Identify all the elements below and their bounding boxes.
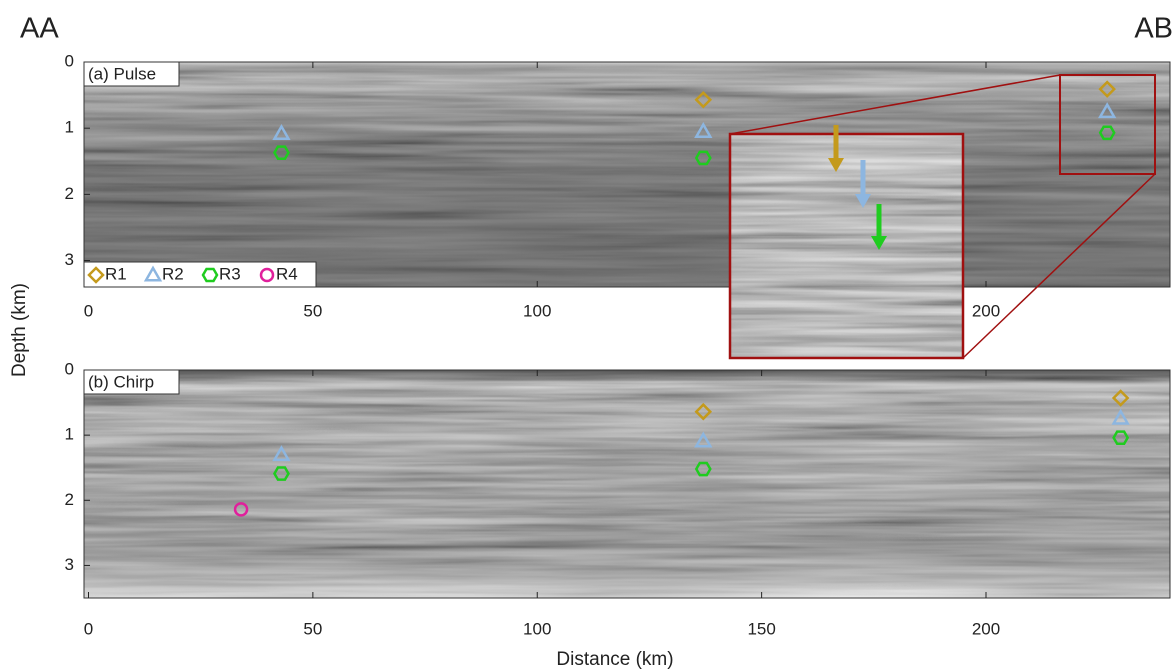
- x-tick-label: 50: [303, 619, 322, 638]
- marker: [694, 402, 713, 421]
- x-tick-label: 50: [303, 301, 322, 320]
- legend-box: [83, 261, 317, 288]
- marker: [272, 445, 291, 462]
- connector: [729, 74, 1061, 135]
- x-tick-label: 100: [523, 301, 551, 320]
- section-label: AB: [1134, 13, 1173, 45]
- legend-label: R3: [219, 264, 241, 283]
- zoom-inset: [728, 74, 1156, 360]
- marker: [1111, 389, 1130, 407]
- y-tick-label: 3: [65, 555, 74, 574]
- x-tick-label: 100: [523, 619, 551, 638]
- marker: [694, 90, 713, 109]
- connector: [962, 173, 1156, 359]
- x-tick-label: 200: [972, 619, 1000, 638]
- marker: [1098, 80, 1116, 98]
- zoom-box: [1059, 74, 1156, 175]
- y-axis-label: Depth (km): [9, 283, 30, 377]
- y-tick-label: 1: [65, 425, 74, 444]
- y-tick-label: 3: [65, 250, 74, 269]
- x-axis-label: Distance (km): [556, 649, 673, 670]
- inset-border: [728, 132, 965, 360]
- y-tick-label: 2: [65, 490, 74, 509]
- inset-texture: [730, 134, 963, 358]
- plot-frame: [83, 369, 1171, 599]
- marker: [233, 502, 249, 517]
- legend-marker: [259, 267, 275, 283]
- y-tick-label: 2: [65, 184, 74, 203]
- seismic-shade: [84, 370, 1170, 598]
- section-label: AA: [20, 13, 59, 45]
- legend-label: R1: [105, 264, 127, 283]
- x-tick-label: 0: [84, 619, 93, 638]
- marker: [1098, 102, 1117, 119]
- panel-label: (a) Pulse: [88, 64, 156, 83]
- x-tick-label: 0: [84, 301, 93, 320]
- panel: 0 1 2 3 0 50 100 150 200 (b) Chirp Distance (km): [65, 359, 1171, 670]
- marker: [694, 461, 712, 477]
- legend-marker: [87, 266, 105, 284]
- marker: [1098, 125, 1116, 141]
- marker: [694, 150, 712, 166]
- y-tick-label: 1: [65, 118, 74, 137]
- marker: [272, 123, 291, 140]
- plot-frame: [83, 61, 1171, 288]
- seismic-shade: [84, 62, 1170, 287]
- legend-label: R2: [162, 264, 184, 283]
- marker: [273, 145, 290, 160]
- marker: [273, 466, 290, 481]
- x-tick-label: 150: [747, 619, 775, 638]
- marker: [694, 431, 713, 448]
- panel-label: (b) Chirp: [88, 372, 154, 391]
- x-tick-label: 200: [972, 301, 1000, 320]
- y-tick-label: 0: [65, 51, 74, 70]
- legend-marker: [201, 267, 219, 283]
- panel-label-box: [83, 369, 180, 395]
- marker: [694, 121, 713, 138]
- legend: R1 R2 R3 R4: [83, 261, 317, 288]
- marker: [1111, 408, 1130, 425]
- arrows: [828, 125, 887, 250]
- y-tick-label: 0: [65, 359, 74, 378]
- panel: 0 1 2 3 0 50 100 200 (a) Pulse AA AB Depth (km) R1 R2…: [9, 13, 1173, 377]
- marker: [1112, 430, 1130, 446]
- legend-marker: [143, 265, 163, 282]
- panel-label-box: [83, 61, 180, 87]
- legend-label: R4: [276, 264, 298, 283]
